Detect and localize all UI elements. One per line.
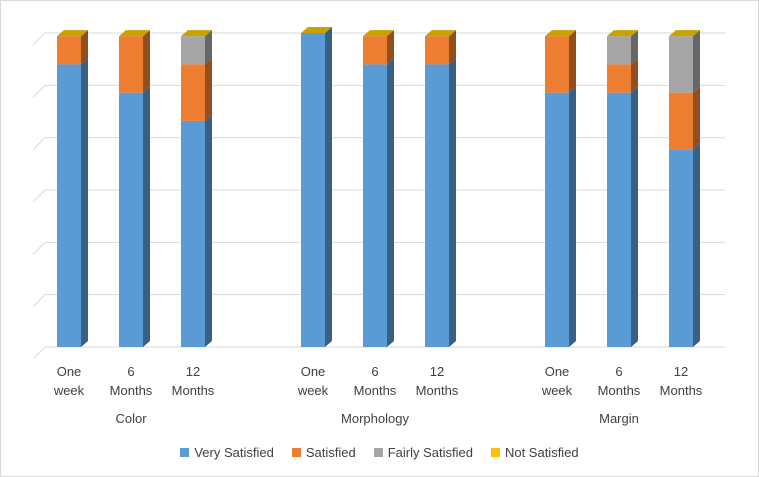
gridline-slant — [32, 32, 46, 46]
bar-segment — [363, 64, 387, 348]
bar-top — [363, 30, 394, 37]
bar-segment-side — [569, 86, 576, 347]
category-label: 6 — [615, 364, 622, 379]
bar-segment-side — [569, 30, 576, 93]
group-label: Color — [115, 411, 147, 426]
category-label: One — [57, 364, 82, 379]
legend-swatch — [291, 448, 301, 457]
bar-segment — [545, 92, 569, 347]
category-label: week — [53, 383, 85, 398]
bar-segment-side — [693, 86, 700, 150]
category-label: Months — [110, 383, 153, 398]
bar-segment-side — [631, 58, 638, 93]
category-label: 6 — [371, 364, 378, 379]
bar-top — [607, 30, 638, 37]
bar-segment-side — [205, 58, 212, 121]
bar-segment — [607, 64, 631, 93]
bar-segment — [669, 149, 693, 347]
category-label: Months — [660, 383, 703, 398]
gridline-slant — [32, 241, 46, 255]
bar-segment — [363, 36, 387, 65]
category-label: 12 — [430, 364, 444, 379]
bar-top — [181, 30, 212, 37]
bar-segment — [181, 64, 205, 121]
category-label: Months — [416, 383, 459, 398]
bar-segment — [57, 64, 81, 348]
legend-label: Very Satisfied — [194, 445, 274, 460]
group-label: Margin — [599, 411, 639, 426]
bar-segment-side — [387, 30, 394, 65]
bar-segment — [607, 92, 631, 347]
gridline-slant — [32, 294, 46, 308]
bar-top — [301, 27, 332, 33]
bar-segment — [119, 92, 143, 347]
category-label: 12 — [186, 364, 200, 379]
bar-segment-side — [143, 86, 150, 347]
group-label: Morphology — [341, 411, 409, 426]
legend-item: Not Satisfied — [490, 445, 579, 460]
bar-segment-side — [387, 58, 394, 348]
category-label: One — [545, 364, 570, 379]
bar-top — [669, 30, 700, 37]
bar-segment-side — [325, 27, 332, 347]
bar-segment-side — [449, 30, 456, 65]
category-label: 6 — [127, 364, 134, 379]
bar-segment-side — [143, 30, 150, 93]
bar-segment-side — [631, 30, 638, 65]
category-label: week — [541, 383, 573, 398]
bar-top — [119, 30, 150, 37]
bar-segment — [181, 120, 205, 347]
bar-segment — [425, 64, 449, 348]
bar-segment — [669, 92, 693, 150]
category-label: Months — [172, 383, 215, 398]
bar-segment — [301, 33, 325, 347]
bar-segment-side — [81, 30, 88, 65]
bar-segment — [669, 36, 693, 93]
legend-swatch — [373, 448, 383, 457]
legend-item: Very Satisfied — [180, 445, 274, 460]
legend: Very Satisfied Satisfied Fairly Satisfied N… — [1, 445, 758, 460]
bar-segment — [607, 36, 631, 65]
bar-top — [57, 30, 88, 37]
category-label: One — [301, 364, 326, 379]
gridline-slant — [32, 346, 46, 360]
bar-segment-side — [205, 114, 212, 347]
category-label: 12 — [674, 364, 688, 379]
stacked-bar-chart: One week 6 Months 12 Months Color One week 6 Month… — [32, 27, 725, 426]
legend-item: Fairly Satisfied — [373, 445, 473, 460]
legend-label: Fairly Satisfied — [387, 445, 473, 460]
legend-item: Satisfied — [291, 445, 356, 460]
legend-swatch — [180, 448, 190, 457]
bar-segment — [545, 36, 569, 93]
gridline-slant — [32, 137, 46, 151]
legend-swatch — [490, 448, 500, 457]
gridline-slant — [32, 189, 46, 203]
bar-segment-side — [81, 58, 88, 348]
gridline-slant — [32, 84, 46, 98]
bar-segment — [425, 36, 449, 65]
bar-top — [425, 30, 456, 37]
bar-segment-side — [693, 30, 700, 93]
bar-top — [545, 30, 576, 37]
bar-segment — [57, 36, 81, 65]
bar-segment-side — [449, 58, 456, 348]
legend-label: Not Satisfied — [504, 445, 579, 460]
category-label: Months — [598, 383, 641, 398]
category-label: week — [297, 383, 329, 398]
bar-segment-side — [693, 143, 700, 347]
bar-segment-side — [631, 86, 638, 347]
bar-segment — [181, 36, 205, 65]
bar-segment — [119, 36, 143, 93]
bar-segment-side — [205, 30, 212, 65]
legend-label: Satisfied — [305, 445, 356, 460]
category-label: Months — [354, 383, 397, 398]
